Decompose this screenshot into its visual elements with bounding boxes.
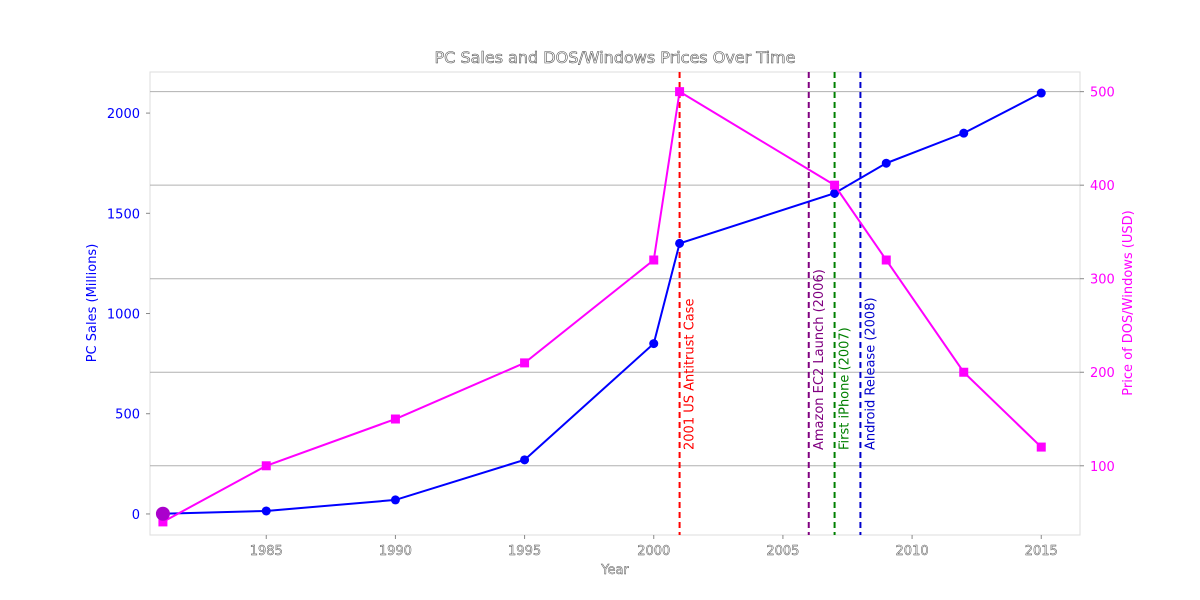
y-right-tick-label: 100 bbox=[1090, 460, 1115, 475]
x-tick-label: 1995 bbox=[508, 544, 541, 559]
data-point-circle bbox=[675, 238, 685, 248]
series-line bbox=[162, 90, 1042, 523]
event-label: Amazon EC2 Launch (2006) bbox=[812, 269, 827, 450]
x-tick-label: 2005 bbox=[766, 544, 799, 559]
event-label: Android Release (2008) bbox=[863, 297, 878, 450]
series-layer bbox=[155, 87, 1046, 527]
data-point-circle bbox=[830, 188, 840, 198]
data-point-square bbox=[390, 414, 400, 424]
data-point-circle bbox=[959, 128, 969, 138]
data-point-circle bbox=[261, 506, 271, 516]
data-point-square bbox=[675, 87, 685, 97]
y-right-tick-label: 500 bbox=[1090, 86, 1115, 101]
event-label: 2001 US Antitrust Case bbox=[683, 299, 698, 450]
grid-lines bbox=[150, 91, 1080, 467]
y-right-tick-label: 200 bbox=[1090, 366, 1115, 381]
data-point-square bbox=[1036, 442, 1046, 452]
y-left-tick-label: 1500 bbox=[107, 207, 140, 222]
data-point-circle bbox=[1036, 88, 1046, 98]
data-point-square bbox=[158, 517, 168, 527]
chart-title: PC Sales and DOS/Windows Prices Over Tim… bbox=[435, 48, 796, 67]
data-point-square bbox=[520, 358, 530, 368]
y-axis-left-label: PC Sales (Millions) bbox=[85, 244, 100, 363]
x-tick-label: 1985 bbox=[250, 544, 283, 559]
data-point-circle bbox=[649, 339, 659, 349]
x-axis-label: Year bbox=[600, 563, 629, 578]
data-point-square bbox=[261, 461, 271, 471]
y-right-tick-label: 300 bbox=[1090, 273, 1115, 288]
data-point-square bbox=[649, 255, 659, 265]
series-line bbox=[162, 92, 1042, 515]
y-left-tick-label: 500 bbox=[115, 408, 140, 423]
y-left-tick-label: 2000 bbox=[107, 107, 140, 122]
data-point-circle bbox=[520, 455, 530, 465]
y-left-tick-label: 0 bbox=[132, 508, 140, 523]
data-point-square bbox=[959, 367, 969, 377]
data-point-circle bbox=[881, 158, 891, 168]
y-right-tick-label: 400 bbox=[1090, 179, 1115, 194]
y-left-tick-label: 1000 bbox=[107, 308, 140, 323]
x-tick-label: 1990 bbox=[379, 544, 412, 559]
data-point-square bbox=[830, 180, 840, 190]
x-tick-label: 2015 bbox=[1025, 544, 1058, 559]
y-axis-right-label: Price of DOS/Windows (USD) bbox=[1121, 210, 1136, 395]
event-label: First iPhone (2007) bbox=[838, 327, 853, 450]
x-tick-label: 2010 bbox=[896, 544, 929, 559]
data-point-circle bbox=[390, 495, 400, 505]
x-tick-label: 2000 bbox=[637, 544, 670, 559]
event-lines: 2001 US Antitrust Case Amazon EC2 Launch … bbox=[678, 72, 878, 535]
highlight-point bbox=[155, 506, 170, 521]
axes-layer: 1985 1990 1995 2000 2005 2010 2015 0 500 1000 1500… bbox=[107, 86, 1115, 560]
data-point-square bbox=[881, 255, 891, 265]
